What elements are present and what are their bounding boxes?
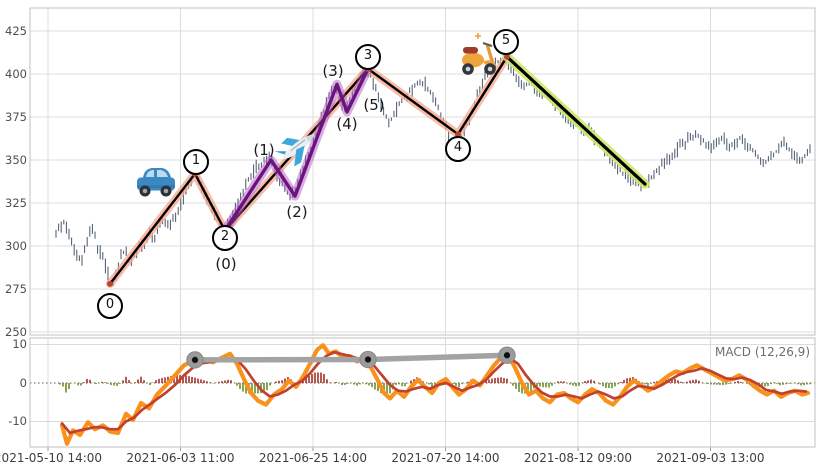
gridlines [30, 8, 815, 451]
price-tick-425: 425 [5, 24, 27, 38]
wave-point-2-badge: 2 [212, 225, 238, 251]
wave-point-1-badge: 1 [183, 149, 209, 175]
subwave-label-2: (2) [286, 203, 308, 221]
macd-tick-0: 0 [19, 376, 27, 390]
x-tick-1: 2021-06-03 11:00 [126, 451, 235, 465]
x-tick-0: 2021-05-10 14:00 [0, 451, 103, 465]
subwave-label-4: (4) [336, 115, 358, 133]
car-emoji [137, 168, 175, 197]
airplane-emoji [274, 134, 315, 167]
wave-point-0-badge: 0 [97, 293, 123, 319]
macd-panel-plot[interactable] [30, 343, 815, 446]
wave-point-3-badge: 3 [355, 44, 381, 70]
x-tick-5: 2021-09-03 13:00 [656, 451, 765, 465]
macd-tick-neg10: -10 [8, 414, 27, 428]
panel-borders [29, 7, 816, 448]
subwave-label-0: (0) [215, 255, 237, 273]
price-tick-300: 300 [5, 239, 27, 253]
price-tick-250: 250 [5, 325, 27, 339]
wave-point-4-badge: 4 [445, 136, 471, 162]
emoji-annotations [137, 33, 497, 197]
price-tick-325: 325 [5, 196, 27, 210]
price-tick-350: 350 [5, 153, 27, 167]
x-tick-2: 2021-06-25 14:00 [258, 451, 368, 465]
scooter-emoji [462, 33, 497, 75]
price-tick-275: 275 [5, 282, 27, 296]
subwave-label-3: (3) [322, 62, 344, 80]
subwave-label-1: (1) [253, 141, 275, 159]
x-tick-4: 2021-08-12 09:00 [523, 451, 633, 465]
wave-point-5-badge: 5 [493, 29, 519, 55]
x-tick-3: 2021-07-20 14:00 [391, 451, 500, 465]
price-tick-375: 375 [5, 110, 27, 124]
macd-legend-label: MACD (12,26,9) [715, 345, 810, 359]
price-tick-400: 400 [5, 67, 27, 81]
macd-tick-10: 10 [12, 337, 27, 351]
candlestick-series[interactable] [55, 51, 811, 287]
subwave-label-5: (5) [363, 96, 385, 114]
